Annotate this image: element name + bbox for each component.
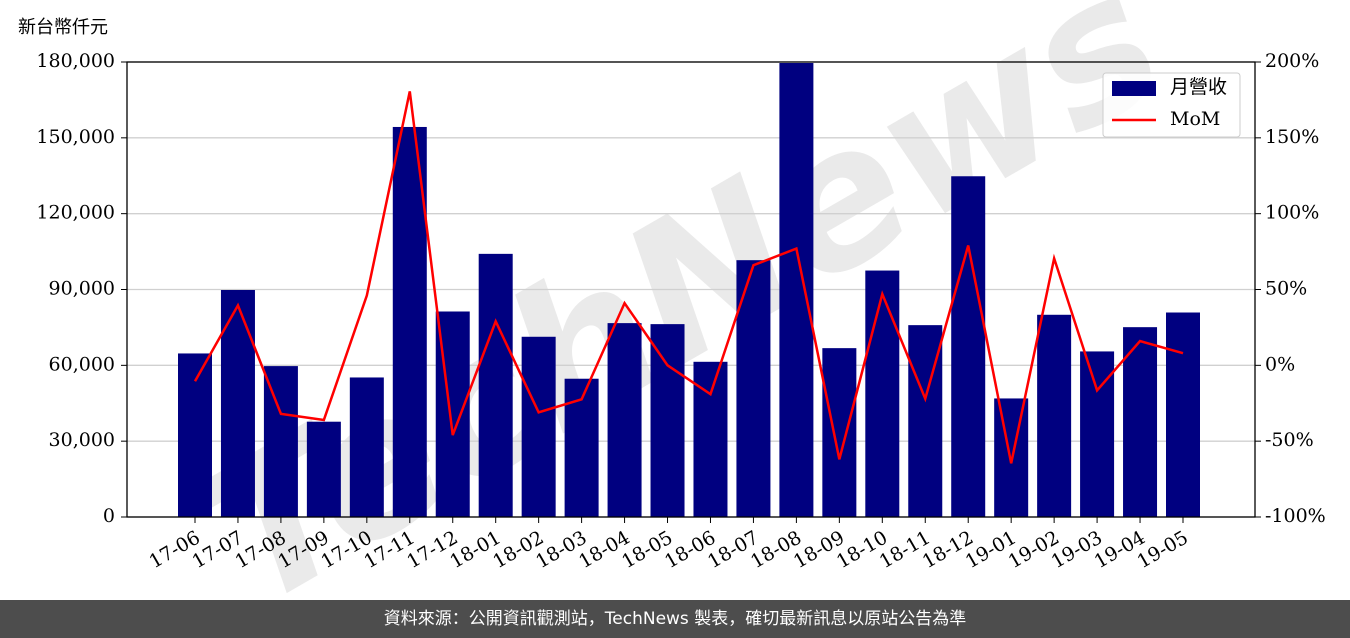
y-tick-label: 120,000 <box>36 202 115 224</box>
y2-tick-label: 200% <box>1265 50 1319 72</box>
legend-label: MoM <box>1170 108 1220 130</box>
y-tick-label: 180,000 <box>36 50 115 72</box>
y2-tick-label: 50% <box>1265 278 1307 300</box>
y-tick-label: 150,000 <box>36 126 115 148</box>
y-axis-label: 新台幣仟元 <box>18 17 108 38</box>
y2-tick-label: 150% <box>1265 126 1319 148</box>
legend-label: 月營收 <box>1170 76 1227 98</box>
y-tick-label: 60,000 <box>49 353 115 375</box>
y-tick-label: 30,000 <box>49 429 115 451</box>
footer: 資料來源：公開資訊觀測站，TechNews 製表，確切最新訊息以原站公告為準 <box>0 600 1350 638</box>
bar <box>865 270 900 517</box>
bar <box>650 324 685 517</box>
bar <box>1166 312 1200 517</box>
legend-swatch <box>1112 81 1156 96</box>
bar <box>1037 314 1072 517</box>
bar <box>478 253 513 517</box>
line <box>193 91 1184 464</box>
bar <box>178 353 212 517</box>
legend: 月營收 MoM <box>1102 72 1241 138</box>
y2-tick-label: 100% <box>1265 202 1319 224</box>
bar <box>306 421 341 517</box>
bar <box>349 377 384 517</box>
bar <box>822 348 857 517</box>
bar <box>951 176 986 517</box>
y-tick-label: 0 <box>103 505 115 527</box>
bar <box>607 323 642 517</box>
bar <box>779 63 814 518</box>
bar <box>263 366 298 517</box>
bar <box>521 336 556 517</box>
bar <box>1123 327 1158 517</box>
y-tick-label: 90,000 <box>49 278 115 300</box>
x-tick-label: 19-05 <box>1134 527 1192 573</box>
chart: 新台幣仟元 TechNews 030,00060,00090,000120,00… <box>18 0 1326 638</box>
y2-tick-label: -50% <box>1265 429 1314 451</box>
plot-frame <box>126 61 1256 518</box>
y2-tick-label: -100% <box>1265 505 1326 527</box>
y2-tick-label: 0% <box>1265 353 1295 375</box>
